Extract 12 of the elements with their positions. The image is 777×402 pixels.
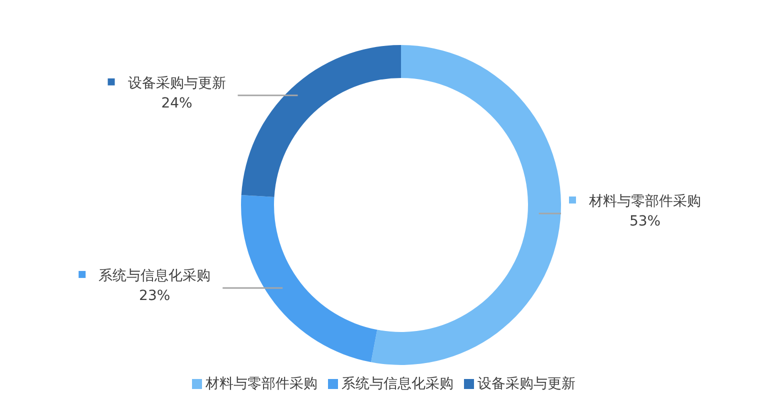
legend-label: 材料与零部件采购 [588,194,701,210]
donut-slice [241,194,378,362]
data-label: 24% [161,95,192,112]
category-label: 系统与信息化采购 [98,268,211,284]
legend-label: 系统与信息化采购 [342,376,454,392]
data-label: 23% [139,288,170,304]
legend-label: 设备采购与更新 [128,75,226,92]
category-label: 材料与零部件采购 [206,376,318,392]
data-label: 53% [629,214,661,230]
donut-slice [241,45,401,198]
donut-slice [371,45,561,365]
category-label: 设备采购与更新 [478,376,576,392]
